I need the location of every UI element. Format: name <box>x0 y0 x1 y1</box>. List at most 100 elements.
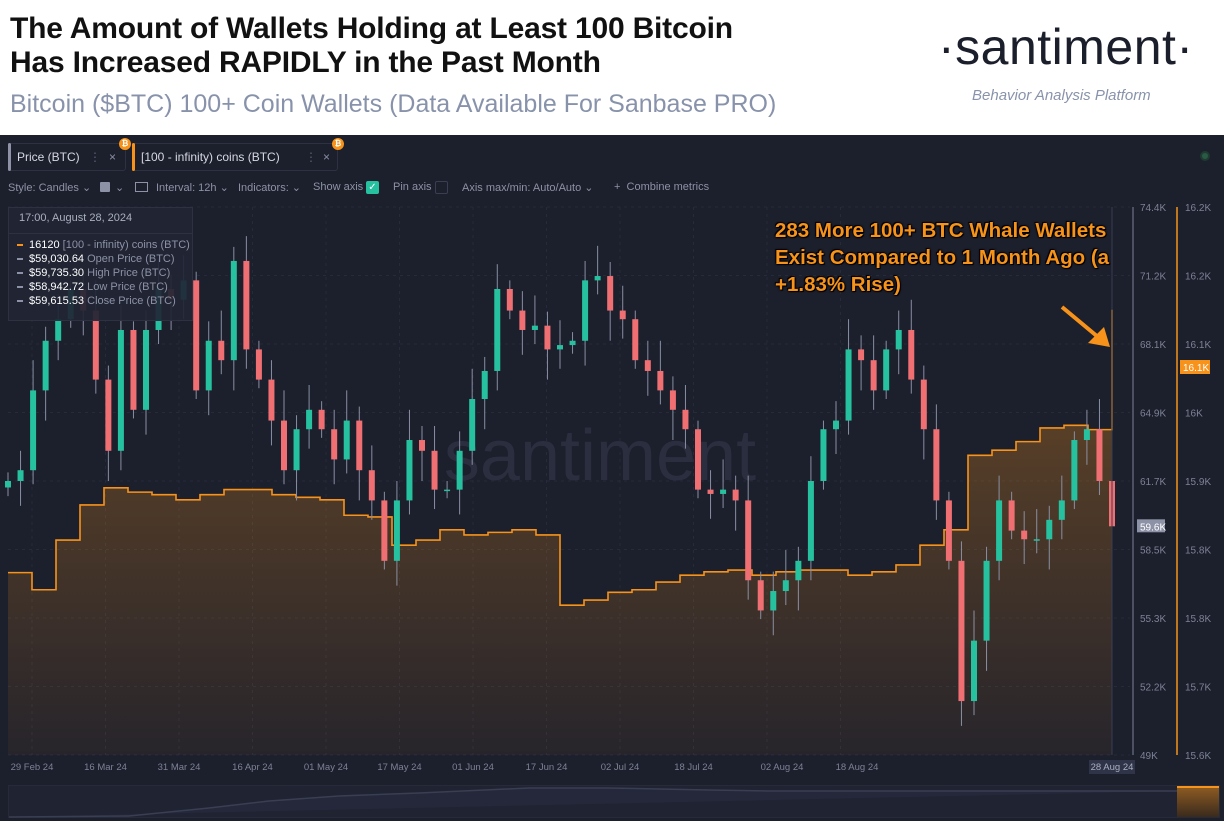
price-tick-label: 52.2K <box>1140 683 1166 694</box>
more-icon[interactable]: ⋮ <box>89 150 101 164</box>
status-dot-icon <box>1200 151 1210 161</box>
candle <box>983 560 990 641</box>
candle <box>331 429 338 460</box>
candle <box>281 420 287 471</box>
candle <box>519 310 526 330</box>
candle <box>1083 429 1090 441</box>
bitcoin-icon: ₿ <box>332 138 344 150</box>
candle <box>531 325 538 330</box>
current-price-marker <box>1137 519 1165 533</box>
more-icon[interactable]: ⋮ <box>305 150 317 164</box>
candle <box>958 560 965 702</box>
whale-tick-label: 15.8K <box>1185 546 1211 557</box>
candle <box>1021 530 1028 540</box>
annotation-arrow <box>1060 305 1100 339</box>
candle <box>820 429 827 481</box>
chevron-down-icon[interactable]: ⌄ <box>115 182 125 194</box>
whale-wallets-line <box>8 309 1113 606</box>
candle <box>996 500 1003 561</box>
candle <box>594 276 601 281</box>
x-tick-label: 31 Mar 24 <box>158 762 201 773</box>
candle <box>356 420 363 471</box>
candle <box>933 429 940 501</box>
close-icon[interactable]: × <box>323 150 331 164</box>
candle <box>230 260 237 361</box>
pin-axis-label: Pin axis <box>393 181 432 193</box>
candle <box>644 360 651 371</box>
axis-maxmin-dropdown[interactable]: Axis max/min: Auto/Auto ⌄ <box>462 182 594 194</box>
candle <box>770 591 777 611</box>
whale-tick-label: 15.9K <box>1185 477 1211 488</box>
navigator-selection-handle[interactable] <box>1177 786 1219 817</box>
header: The Amount of Wallets Holding at Least 1… <box>0 0 1224 135</box>
candle <box>707 489 714 494</box>
tab-color-bar <box>132 143 135 171</box>
show-axis-checkbox[interactable]: ✓ <box>366 181 379 194</box>
whale-tick-label: 16.2K <box>1185 203 1211 214</box>
current-price-label: 59.6K <box>1140 522 1166 533</box>
title-line-1: The Amount of Wallets Holding at Least 1… <box>10 12 733 45</box>
x-tick-label: 02 Aug 24 <box>761 762 804 773</box>
tooltip-row: $58,942.72 Low Price (BTC) <box>17 281 168 293</box>
chart-canvas[interactable]: santiment 74.4K 71.2K 68.1K 64.9K 61.7K 58.5K 5… <box>0 135 1224 821</box>
candle <box>695 429 701 490</box>
candle <box>920 379 927 430</box>
candle <box>582 280 589 341</box>
candle <box>807 481 814 561</box>
style-dropdown[interactable]: Style: Candles ⌄ <box>8 182 92 194</box>
tooltip-row: $59,735.30 High Price (BTC) <box>17 267 170 279</box>
candle <box>858 349 865 361</box>
x-tick-label: 16 Mar 24 <box>84 762 127 773</box>
candle <box>757 580 764 611</box>
whale-tick-label: 16K <box>1185 409 1203 420</box>
x-hover-label: 28 Aug 24 <box>1091 762 1134 773</box>
annotation-arrowhead <box>1088 327 1110 347</box>
tab-price-btc[interactable]: Price (BTC) ⋮ × ₿ <box>8 138 131 171</box>
tab-color-bar <box>8 143 11 171</box>
candle <box>444 489 451 492</box>
candle <box>870 360 877 391</box>
price-tick-label: 55.3K <box>1140 614 1166 625</box>
close-icon[interactable]: × <box>109 150 117 164</box>
candle <box>682 409 689 430</box>
candle <box>506 288 513 311</box>
tooltip-row: $59,030.64 Open Price (BTC) <box>17 253 175 265</box>
price-tick-label: 68.1K <box>1140 340 1166 351</box>
indicators-dropdown[interactable]: Indicators: ⌄ <box>238 182 302 194</box>
x-tick-label: 17 May 24 <box>377 762 421 773</box>
candle <box>569 340 576 346</box>
x-hover-marker <box>1089 760 1135 774</box>
candle <box>255 349 262 380</box>
combine-metrics-button[interactable]: + Combine metrics <box>614 181 710 193</box>
pin-axis-checkbox[interactable] <box>435 181 448 194</box>
candle <box>193 280 200 391</box>
interval-dropdown[interactable]: Interval: 12h ⌄ <box>156 182 229 194</box>
title-line-2: Has Increased RAPIDLY in the Past Month <box>10 46 601 79</box>
candle <box>456 450 463 490</box>
whale-wallets-area <box>8 309 1112 755</box>
candle <box>1046 519 1053 540</box>
tooltip-date: 17:00, August 28, 2024 <box>19 212 133 224</box>
navigator-line <box>8 787 1179 818</box>
price-tick-label: 58.5K <box>1140 546 1166 557</box>
candle <box>368 470 375 501</box>
candle <box>619 310 626 320</box>
candle <box>205 340 212 391</box>
price-tick-label: 71.2K <box>1140 272 1166 283</box>
candle <box>343 420 350 460</box>
candle <box>318 409 325 430</box>
current-whale-marker <box>1180 360 1210 374</box>
navigator[interactable] <box>8 785 1220 818</box>
candle <box>406 440 413 501</box>
candle <box>782 580 789 592</box>
candle <box>481 370 488 400</box>
candle <box>431 450 438 490</box>
price-tick-label: 74.4K <box>1140 203 1166 214</box>
candle <box>607 276 614 311</box>
candle <box>105 379 112 451</box>
tab-whale-wallets[interactable]: [100 - infinity) coins (BTC) ⋮ × ₿ <box>132 138 344 171</box>
color-swatch-icon[interactable] <box>100 182 110 192</box>
candle <box>795 560 802 581</box>
divider <box>9 233 192 234</box>
santiment-logo: ·santiment· <box>938 19 1194 75</box>
